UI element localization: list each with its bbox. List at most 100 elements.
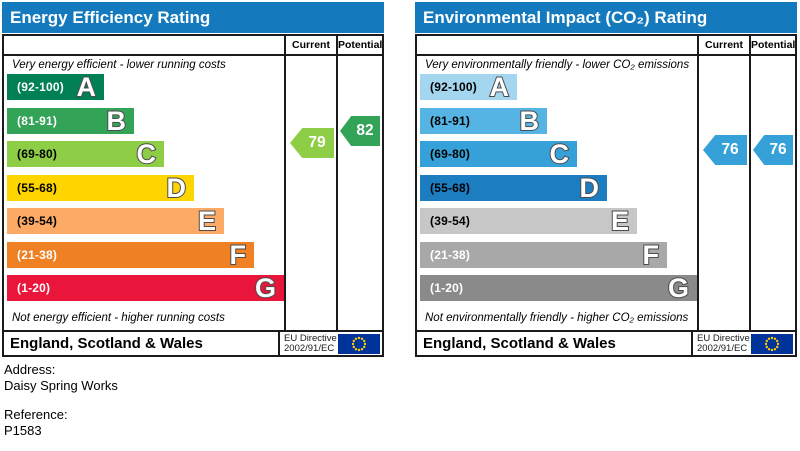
band-range-label: (21-38)	[430, 247, 471, 262]
band-row-d: (55-68) D	[420, 172, 697, 203]
band-row-g: (1-20) G	[7, 274, 284, 303]
co2-chart-title: Environmental Impact (CO₂) Rating	[423, 8, 708, 27]
band-range-label: (69-80)	[17, 147, 58, 161]
chart-body: Very energy efficient - lower running co…	[4, 56, 382, 330]
band-row-e: (39-54) E	[420, 206, 697, 236]
band-bar-a: (92-100) A	[420, 72, 517, 102]
column-header-row: Current Potential	[4, 36, 382, 56]
band-bar-e: (39-54) E	[7, 206, 224, 236]
band-range-label: (55-68)	[17, 180, 58, 195]
region-label: England, Scotland & Wales	[10, 335, 203, 352]
band-bar-a: (92-100) A	[7, 72, 104, 102]
eu-directive-label: EU Directive 2002/91/EC	[691, 332, 750, 355]
band-letter: E	[197, 206, 217, 236]
band-bar-g: (1-20) G	[420, 273, 697, 303]
band-row-d: (55-68) D	[7, 173, 284, 202]
band-row-a: (92-100) A	[420, 72, 697, 102]
band-bar-g: (1-20) G	[7, 274, 284, 303]
eu-directive-line2: 2002/91/EC	[697, 343, 748, 354]
band-bar-e: (39-54) E	[420, 206, 637, 236]
current-column-header: Current	[286, 36, 338, 54]
potential-rating-arrow: 76	[753, 135, 793, 165]
band-bar-b: (81-91) B	[7, 105, 134, 136]
band-range-label: (92-100)	[17, 80, 64, 94]
chart-footer: England, Scotland & Wales EU Directive 2…	[417, 330, 795, 355]
current-rating-column: 79	[286, 56, 338, 330]
potential-rating-value: 82	[356, 122, 374, 139]
band-bar-f: (21-38) F	[7, 239, 254, 270]
band-bar-d: (55-68) D	[7, 173, 194, 202]
address-value: Daisy Spring Works	[4, 377, 118, 393]
address-label: Address:	[4, 362, 56, 377]
current-rating-value: 79	[308, 134, 326, 151]
address-block: Address: Daisy Spring Works Reference: P…	[2, 362, 800, 438]
eu-directive-label: EU Directive 2002/91/EC	[278, 332, 337, 355]
band-letter: G	[667, 273, 690, 303]
top-note: Very energy efficient - lower running co…	[12, 59, 226, 71]
region-label: England, Scotland & Wales	[423, 335, 616, 352]
band-letter: C	[549, 139, 570, 169]
band-letter: B	[106, 105, 127, 136]
potential-rating-arrow: 82	[340, 116, 380, 146]
band-range-label: (69-80)	[430, 147, 471, 161]
band-letter: A	[76, 72, 97, 102]
band-row-b: (81-91) B	[420, 105, 697, 136]
band-row-g: (1-20) G	[420, 273, 697, 303]
band-bar-c: (69-80) C	[420, 139, 577, 169]
potential-rating-column: 76	[751, 56, 795, 330]
band-range-label: (39-54)	[17, 214, 58, 228]
band-row-e: (39-54) E	[7, 206, 284, 236]
energy-chart-table: Current Potential Very energy efficient …	[2, 34, 384, 357]
energy-efficiency-chart: Energy Efficiency Rating Current Potenti…	[2, 2, 384, 357]
eu-flag-icon	[336, 332, 382, 355]
band-row-f: (21-38) F	[7, 239, 284, 270]
eu-directive-line1: EU Directive	[697, 333, 750, 344]
band-letter: F	[229, 239, 247, 270]
bottom-note: Not energy efficient - higher running co…	[12, 311, 225, 324]
band-range-label: (81-91)	[430, 113, 471, 128]
potential-column-header: Potential	[751, 39, 796, 51]
eu-directive-line2: 2002/91/EC	[284, 343, 335, 354]
band-row-a: (92-100) A	[7, 72, 284, 102]
band-range-label: (81-91)	[17, 113, 58, 128]
environmental-impact-chart: Environmental Impact (CO₂) Rating Curren…	[415, 2, 797, 357]
band-range-label: (55-68)	[430, 180, 471, 195]
column-header-row: Current Potential	[417, 36, 795, 56]
rating-bands: (92-100) A (81-91) B (69-80) C (55-68) D (39-54)…	[7, 72, 284, 303]
band-bar-c: (69-80) C	[7, 139, 164, 169]
address-gap	[4, 393, 800, 407]
band-row-c: (69-80) C	[7, 139, 284, 169]
reference-value: P1583	[4, 422, 42, 438]
potential-rating-value: 76	[769, 141, 787, 158]
band-letter: A	[489, 72, 510, 102]
energy-chart-title-bar: Energy Efficiency Rating	[2, 2, 384, 33]
eu-directive-line1: EU Directive	[284, 333, 337, 344]
energy-chart-title: Energy Efficiency Rating	[10, 8, 211, 27]
potential-column-header: Potential	[338, 39, 383, 51]
current-rating-value: 76	[721, 141, 739, 158]
co2-chart-title-bar: Environmental Impact (CO₂) Rating	[415, 2, 797, 33]
band-bar-d: (55-68) D	[420, 172, 607, 203]
band-range-label: (92-100)	[430, 80, 477, 94]
band-range-label: (1-20)	[430, 281, 464, 295]
band-bar-f: (21-38) F	[420, 239, 667, 270]
reference-label: Reference:	[4, 407, 68, 422]
top-note: Very environmentally friendly - lower CO…	[425, 59, 690, 71]
band-letter: B	[519, 105, 540, 136]
band-letter: C	[136, 139, 157, 169]
potential-rating-column: 82	[338, 56, 382, 330]
header-spacer-cell	[4, 36, 286, 54]
band-letter: F	[642, 239, 660, 270]
chart-body: Very environmentally friendly - lower CO…	[417, 56, 795, 330]
band-bar-b: (81-91) B	[420, 105, 547, 136]
band-row-b: (81-91) B	[7, 105, 284, 136]
eu-flag-icon	[749, 332, 795, 355]
co2-chart-table: Current Potential Very environmentally f…	[415, 34, 797, 357]
chart-footer: England, Scotland & Wales EU Directive 2…	[4, 330, 382, 355]
current-rating-arrow: 79	[290, 128, 334, 158]
band-letter: D	[579, 172, 600, 203]
band-row-f: (21-38) F	[420, 239, 697, 270]
header-spacer-cell	[417, 36, 699, 54]
band-letter: E	[610, 206, 630, 236]
